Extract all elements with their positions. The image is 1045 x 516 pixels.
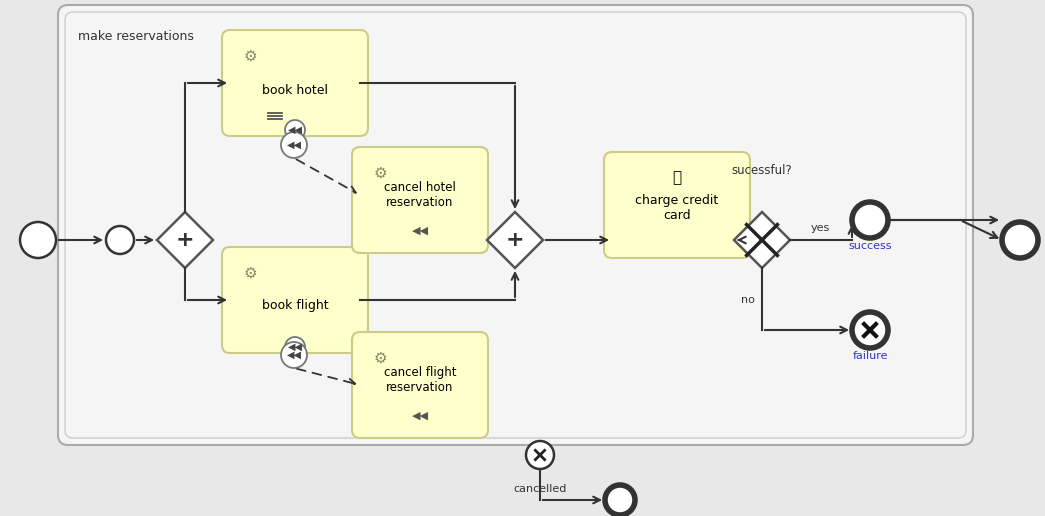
Text: failure: failure: [853, 351, 888, 361]
Text: +: +: [506, 230, 525, 250]
Text: make reservations: make reservations: [78, 30, 194, 43]
Circle shape: [1002, 222, 1038, 258]
Text: ◀◀: ◀◀: [287, 342, 302, 352]
Text: ⚙: ⚙: [373, 166, 387, 181]
Text: sucessful?: sucessful?: [732, 164, 792, 176]
Text: ⚙: ⚙: [373, 350, 387, 365]
Text: yes: yes: [810, 223, 830, 233]
Text: ◀◀: ◀◀: [412, 411, 428, 421]
Text: ◀◀: ◀◀: [287, 125, 302, 135]
FancyBboxPatch shape: [59, 5, 973, 445]
Polygon shape: [734, 212, 790, 268]
Text: cancelled: cancelled: [513, 484, 566, 494]
Circle shape: [106, 226, 134, 254]
Text: success: success: [849, 241, 891, 251]
Circle shape: [281, 132, 307, 158]
Text: book flight: book flight: [261, 298, 328, 312]
Text: +: +: [176, 230, 194, 250]
Circle shape: [285, 120, 305, 140]
Polygon shape: [157, 212, 213, 268]
FancyBboxPatch shape: [352, 147, 488, 253]
Circle shape: [526, 441, 554, 469]
Circle shape: [281, 342, 307, 368]
Text: ⚙: ⚙: [243, 49, 257, 63]
FancyBboxPatch shape: [352, 332, 488, 438]
Text: ◀◀: ◀◀: [412, 226, 428, 236]
Circle shape: [852, 202, 888, 238]
Text: cancel flight
reservation: cancel flight reservation: [384, 366, 457, 394]
FancyBboxPatch shape: [222, 30, 368, 136]
Text: book hotel: book hotel: [262, 84, 328, 96]
FancyBboxPatch shape: [222, 247, 368, 353]
Text: 🧑: 🧑: [672, 170, 681, 185]
Circle shape: [285, 337, 305, 357]
Text: no: no: [741, 295, 754, 305]
Circle shape: [20, 222, 56, 258]
Text: ◀◀: ◀◀: [286, 140, 302, 150]
Circle shape: [605, 485, 635, 515]
Text: cancel hotel
reservation: cancel hotel reservation: [385, 181, 456, 209]
Circle shape: [852, 312, 888, 348]
Polygon shape: [487, 212, 543, 268]
Text: ◀◀: ◀◀: [286, 350, 302, 360]
FancyBboxPatch shape: [604, 152, 750, 258]
Text: ⚙: ⚙: [243, 266, 257, 281]
Text: charge credit
card: charge credit card: [635, 194, 719, 222]
